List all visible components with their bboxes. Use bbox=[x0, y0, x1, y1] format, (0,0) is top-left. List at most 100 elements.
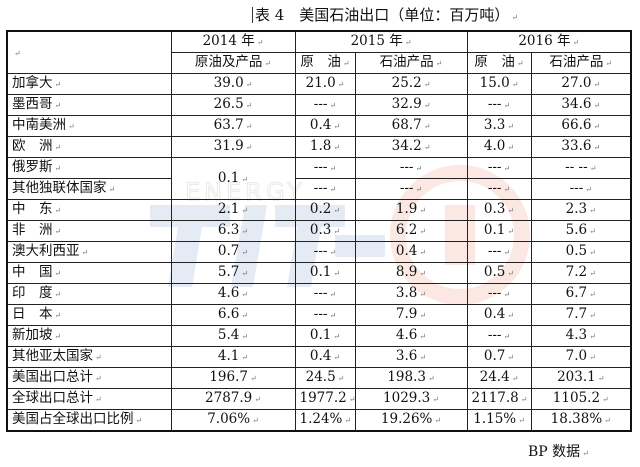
year-2016: 2016 年 ↵ bbox=[466, 30, 632, 53]
header-row-products: 原油及产品 ↵ 原 油 ↵ 石油产品 ↵ 原 油 ↵ 石油产品 ↵ bbox=[7, 52, 632, 74]
value-cell: --- ↵ bbox=[466, 178, 532, 200]
table-row: 印 度 ↵ 4.6 ↵ --- ↵ 3.8 ↵ --- ↵ 6.7 ↵ bbox=[6, 283, 632, 305]
value-cell: 0.3 ↵ bbox=[294, 220, 356, 242]
value-cell: 7.0 ↵ bbox=[530, 346, 632, 368]
value-cell: 0.7 ↵ bbox=[170, 241, 296, 263]
value-cell: 15.0 ↵ bbox=[466, 73, 532, 95]
table-title: 表 4 美国石油出口（单位：百万吨） ↵ bbox=[252, 4, 518, 25]
source-note: BP 数据 ↵ bbox=[528, 444, 589, 460]
table-row: 其他亚太国家 ↵ 4.1 ↵ 0.4 ↵ 3.6 ↵ 0.7 ↵ 7.0 ↵ bbox=[6, 346, 632, 368]
row-label: 加拿大 ↵ bbox=[6, 73, 172, 95]
table-row: 中 东 ↵ 2.1 ↵ 0.2 ↵ 1.9 ↵ 0.3 ↵ 2.3 ↵ bbox=[6, 199, 632, 221]
value-cell: 19.26% ↵ bbox=[354, 409, 468, 432]
value-cell: 0.4 ↵ bbox=[294, 346, 356, 368]
value-cell: 2117.8 ↵ bbox=[466, 388, 532, 410]
table-row: 非 洲 ↵ 6.3 ↵ 0.3 ↵ 6.2 ↵ 0.1 ↵ 5.6 ↵ bbox=[6, 220, 632, 242]
value-cell: 4.3 ↵ bbox=[530, 325, 632, 347]
value-cell: 1977.2 ↵ bbox=[294, 388, 356, 410]
row-label: 非 洲 ↵ bbox=[6, 220, 172, 242]
value-cell: 1105.2 ↵ bbox=[530, 388, 632, 410]
subheader-products-2015: 石油产品 ↵ bbox=[354, 52, 468, 74]
table-row: 美国出口总计 ↵ 196.7 ↵ 24.5 ↵ 198.3 ↵ 24.4 ↵ 203.1 ↵ bbox=[6, 367, 632, 389]
value-cell: 2.3 ↵ bbox=[530, 199, 632, 221]
year-2014: 2014 年 ↵ bbox=[170, 30, 296, 53]
value-cell: --- ↵ bbox=[294, 304, 356, 326]
value-cell: 0.1 ↵ bbox=[466, 220, 532, 242]
value-cell: 7.9 ↵ bbox=[354, 304, 468, 326]
table-row: 新加坡 ↵ 5.4 ↵ 0.1 ↵ 4.6 ↵ --- ↵ 4.3 ↵ bbox=[6, 325, 632, 347]
value-cell: 4.6 ↵ bbox=[354, 325, 468, 347]
value-cell: --- ↵ bbox=[354, 178, 468, 200]
row-label: 美国出口总计 ↵ bbox=[6, 367, 172, 389]
value-cell: 34.2 ↵ bbox=[354, 136, 468, 158]
value-cell: 0.5 ↵ bbox=[466, 262, 532, 284]
value-cell: 5.7 ↵ bbox=[170, 262, 296, 284]
subheader-crude-and-products-2014: 原油及产品 ↵ bbox=[170, 52, 296, 74]
value-cell: --- ↵ bbox=[294, 157, 356, 179]
row-label: 中 国 ↵ bbox=[6, 262, 172, 284]
table-row: 其他独联体国家 ↵ --- ↵ --- ↵ --- ↵ --- ↵ bbox=[6, 178, 632, 200]
value-cell: --- ↵ bbox=[294, 283, 356, 305]
value-cell: 7.7 ↵ bbox=[530, 304, 632, 326]
value-cell: 5.4 ↵ bbox=[170, 325, 296, 347]
table-row: 中 国 ↵ 5.7 ↵ 0.1 ↵ 8.9 ↵ 0.5 ↵ 7.2 ↵ bbox=[6, 262, 632, 284]
table-row: 俄罗斯 ↵ 0.1 ↵ --- ↵ --- ↵ --- ↵ -- -- ↵ bbox=[6, 157, 632, 200]
value-cell: 1029.3 ↵ bbox=[354, 388, 468, 410]
value-cell: 8.9 ↵ bbox=[354, 262, 468, 284]
value-cell: 31.9 ↵ bbox=[170, 136, 296, 158]
value-cell: 3.3 ↵ bbox=[466, 115, 532, 137]
row-label: 中 东 ↵ bbox=[6, 199, 172, 221]
value-cell: 2787.9 ↵ bbox=[170, 388, 296, 410]
value-cell: 24.4 ↵ bbox=[466, 367, 532, 389]
value-cell: -- -- ↵ bbox=[530, 157, 632, 179]
value-cell: 6.6 ↵ bbox=[170, 304, 296, 326]
value-cell: --- ↵ bbox=[466, 283, 532, 305]
value-cell: 27.0 ↵ bbox=[530, 73, 632, 95]
table-row: 日 本 ↵ 6.6 ↵ --- ↵ 7.9 ↵ 0.4 ↵ 7.7 ↵ bbox=[6, 304, 632, 326]
value-cell: 1.24% ↵ bbox=[294, 409, 356, 432]
row-label: 中南美洲 ↵ bbox=[6, 115, 172, 137]
value-cell: --- ↵ bbox=[294, 94, 356, 116]
subheader-crude-2016: 原 油 ↵ bbox=[466, 52, 532, 74]
value-cell: 3.8 ↵ bbox=[354, 283, 468, 305]
value-cell: 6.3 ↵ bbox=[170, 220, 296, 242]
value-cell: 4.6 ↵ bbox=[170, 283, 296, 305]
value-cell: 2.1 ↵ bbox=[170, 199, 296, 221]
value-cell: 18.38% ↵ bbox=[530, 409, 632, 432]
value-cell: --- ↵ bbox=[466, 241, 532, 263]
subheader-products-2016: 石油产品 ↵ bbox=[530, 52, 632, 74]
subheader-crude-2015: 原 油 ↵ bbox=[294, 52, 356, 74]
value-cell: 0.1 ↵ bbox=[294, 325, 356, 347]
value-cell: 68.7 ↵ bbox=[354, 115, 468, 137]
value-cell: 198.3 ↵ bbox=[354, 367, 468, 389]
value-cell: 6.7 ↵ bbox=[530, 283, 632, 305]
value-cell: 0.4 ↵ bbox=[354, 241, 468, 263]
table-row: 全球出口总计 ↵ 2787.9 ↵ 1977.2 ↵ 1029.3 ↵ 2117.8 ↵ 1105.… bbox=[6, 388, 632, 410]
table-row: 欧 洲 ↵ 31.9 ↵ 1.8 ↵ 34.2 ↵ 4.0 ↵ 33.6 ↵ bbox=[6, 136, 632, 158]
value-cell: 7.2 ↵ bbox=[530, 262, 632, 284]
value-cell: 1.15% ↵ bbox=[466, 409, 532, 432]
value-cell: --- ↵ bbox=[354, 157, 468, 179]
table-row: 墨西哥 ↵ 26.5 ↵ --- ↵ 32.9 ↵ --- ↵ 34.6 ↵ bbox=[6, 94, 632, 116]
row-label: 欧 洲 ↵ bbox=[6, 136, 172, 158]
value-cell: --- ↵ bbox=[466, 325, 532, 347]
value-cell: 0.4 ↵ bbox=[294, 115, 356, 137]
row-label: 新加坡 ↵ bbox=[6, 325, 172, 347]
value-cell: --- ↵ bbox=[294, 178, 356, 200]
value-cell: 24.5 ↵ bbox=[294, 367, 356, 389]
value-cell: 0.1 ↵ bbox=[294, 262, 356, 284]
value-cell: 4.0 ↵ bbox=[466, 136, 532, 158]
value-cell: 7.06% ↵ bbox=[170, 409, 296, 432]
value-cell: 63.7 ↵ bbox=[170, 115, 296, 137]
value-cell: 0.1 ↵ bbox=[170, 157, 296, 200]
corner-cell: ↵ bbox=[6, 30, 172, 74]
value-cell: --- ↵ bbox=[466, 157, 532, 179]
table-title-text: 表 4 美国石油出口（单位：百万吨） bbox=[255, 6, 510, 24]
value-cell: 203.1 ↵ bbox=[530, 367, 632, 389]
value-cell: 25.2 ↵ bbox=[354, 73, 468, 95]
row-label: 其他独联体国家 ↵ bbox=[6, 178, 172, 200]
table-row: 加拿大 ↵ 39.0 ↵ 21.0 ↵ 25.2 ↵ 15.0 ↵ 27.0 ↵ bbox=[6, 73, 632, 95]
value-cell: 1.8 ↵ bbox=[294, 136, 356, 158]
value-cell: 0.3 ↵ bbox=[466, 199, 532, 221]
value-cell: 33.6 ↵ bbox=[530, 136, 632, 158]
